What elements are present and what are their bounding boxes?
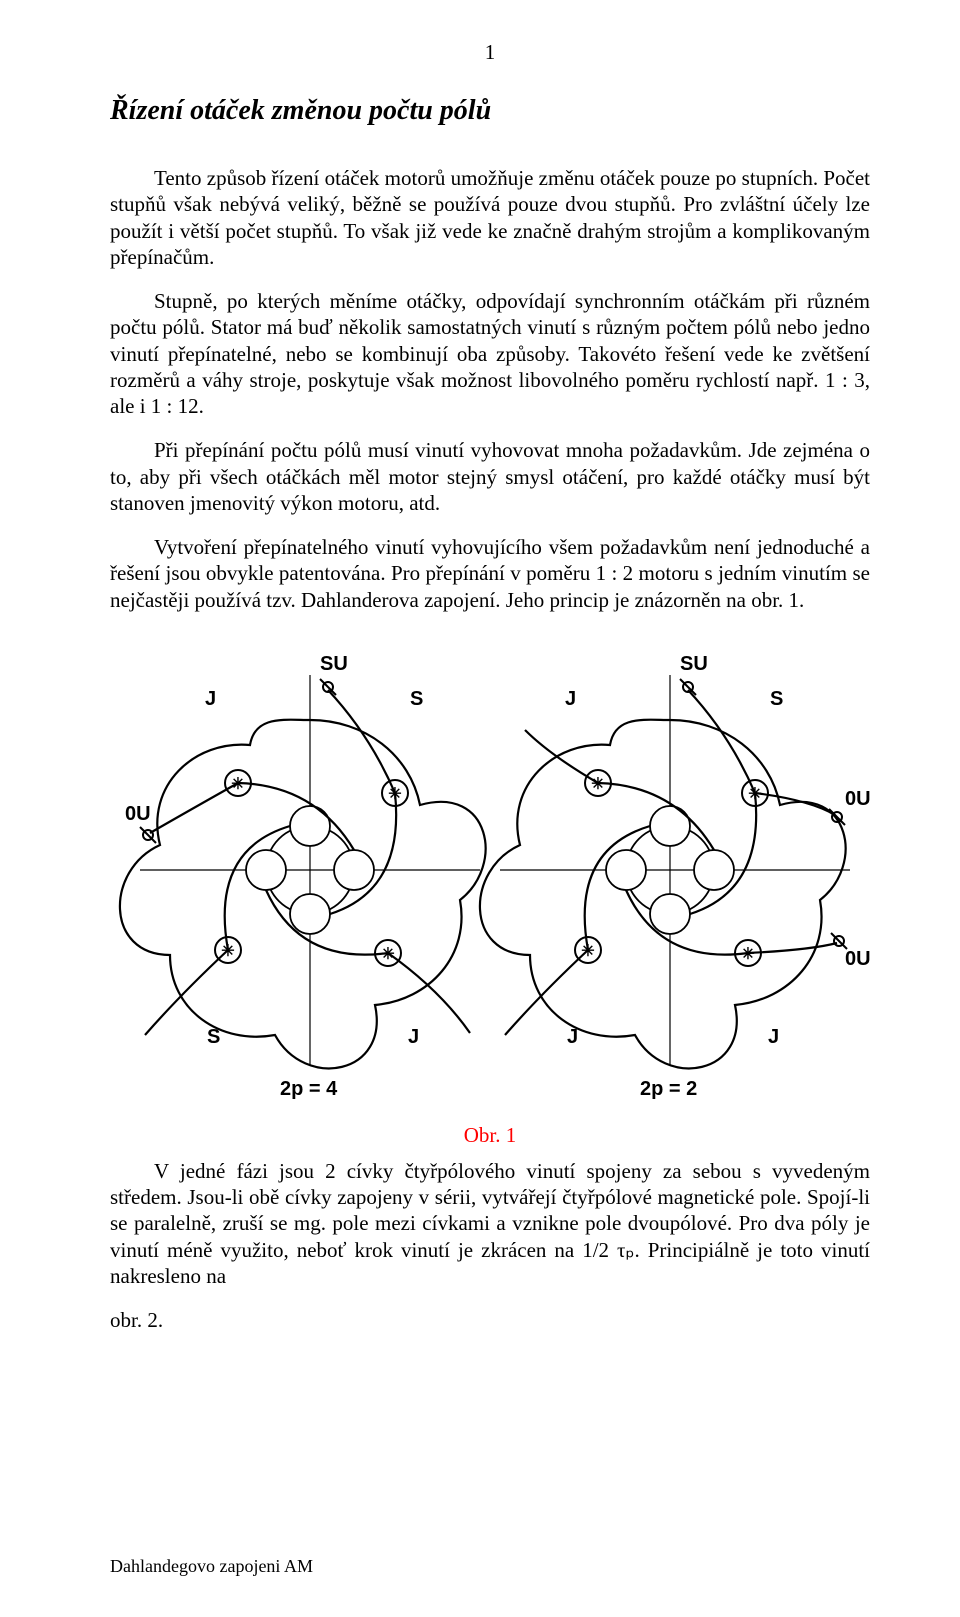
left-motor-diagram: ✳ ✳ ✳ ✳ bbox=[120, 653, 486, 1100]
label-2p2: 2p = 2 bbox=[640, 1078, 697, 1100]
figure-1: ✳ ✳ ✳ ✳ bbox=[110, 635, 870, 1115]
paragraph-4: Vytvoření přepínatelného vinutí vyhovují… bbox=[110, 534, 870, 613]
figure-1-caption-label: Obr. 1 bbox=[464, 1123, 517, 1147]
paragraph-2: Stupně, po kterých měníme otáčky, odpoví… bbox=[110, 288, 870, 419]
label-0u-left: 0U bbox=[125, 803, 151, 825]
figure-1-svg: ✳ ✳ ✳ ✳ bbox=[110, 635, 870, 1115]
label-su-left: SU bbox=[320, 653, 348, 675]
page: 1 Řízení otáček změnou počtu pólů Tento … bbox=[0, 0, 960, 1617]
label-su-right: SU bbox=[680, 653, 708, 675]
right-motor-diagram: ✳ ✳ ✳ ✳ bbox=[480, 653, 870, 1100]
paragraph-1: Tento způsob řízení otáček motorů umožňu… bbox=[110, 165, 870, 270]
figure-1-caption: Obr. 1 bbox=[110, 1123, 870, 1148]
label-s-top-right: S bbox=[770, 688, 783, 710]
label-2p4: 2p = 4 bbox=[280, 1078, 338, 1100]
label-j-top-right: J bbox=[565, 688, 576, 710]
label-0u-bot-right: 0U bbox=[845, 948, 870, 970]
label-s-top-left: S bbox=[410, 688, 423, 710]
label-s-bot-left: S bbox=[207, 1026, 220, 1048]
label-j-botL-right: J bbox=[567, 1026, 578, 1048]
svg-text:✳: ✳ bbox=[591, 776, 604, 793]
paragraph-6: obr. 2. bbox=[110, 1307, 870, 1333]
page-number: 1 bbox=[110, 40, 870, 65]
page-title: Řízení otáček změnou počtu pólů bbox=[110, 95, 870, 127]
label-j-top-left: J bbox=[205, 688, 216, 710]
label-j-bot-left: J bbox=[408, 1026, 419, 1048]
label-j-botR-right: J bbox=[768, 1026, 779, 1048]
label-0u-top-right: 0U bbox=[845, 788, 870, 810]
paragraph-5: V jedné fázi jsou 2 cívky čtyřpólového v… bbox=[110, 1158, 870, 1289]
paragraph-3: Při přepínání počtu pólů musí vinutí vyh… bbox=[110, 437, 870, 516]
footer-note: Dahlandegovo zapojeni AM bbox=[110, 1556, 313, 1577]
